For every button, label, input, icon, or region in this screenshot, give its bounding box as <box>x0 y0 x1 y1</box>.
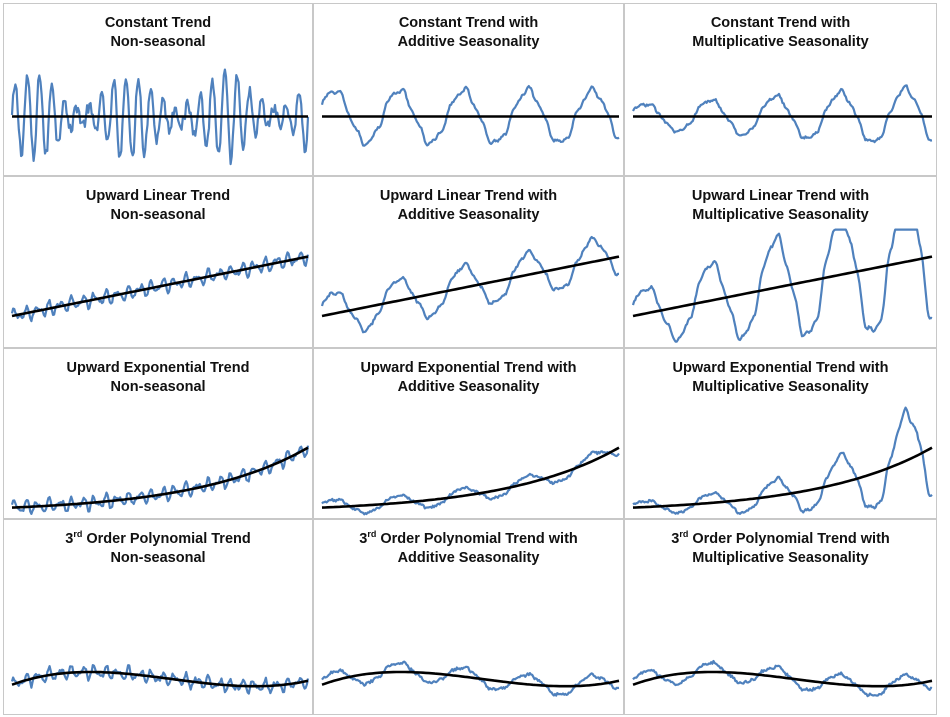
chart-title: Upward Linear Trend with Additive Seasona… <box>314 187 623 225</box>
plot-area <box>321 446 620 516</box>
chart-panel: Upward Linear Trend with Additive Seasona… <box>313 176 624 348</box>
chart-title-line1: Upward Linear Trend <box>85 188 231 204</box>
series-line <box>632 406 933 515</box>
plot-area <box>10 664 310 695</box>
chart-title-line2: Multiplicative Seasonality <box>692 379 869 395</box>
chart-panel: 3rd Order Polynomial Trend with Multiplic… <box>624 519 937 715</box>
chart-panel: 3rd Order Polynomial Trend with Additive … <box>313 519 624 715</box>
chart-title-line2: Additive Seasonality <box>397 379 540 395</box>
chart-panel: Constant Trend with Multiplicative Season… <box>624 3 937 176</box>
series-line <box>632 659 933 698</box>
chart-title-line2: Non-seasonal <box>110 34 206 50</box>
title-text: Order Polynomial Trend <box>82 531 251 547</box>
chart-title: 3rd Order Polynomial Trend Non-seasonal <box>4 530 312 568</box>
chart-panel: Upward Exponential Trend with Additive Se… <box>313 348 624 519</box>
series-line <box>632 84 933 144</box>
chart-title-line2: Multiplicative Seasonality <box>692 550 869 566</box>
chart-title-line1: Upward Linear Trend with <box>379 188 558 204</box>
chart-panel: Constant Trend Non-seasonal <box>3 3 313 176</box>
chart-panel: Upward Linear Trend Non-seasonal <box>3 176 313 348</box>
chart-title-line2: Non-seasonal <box>110 207 206 223</box>
chart-panel: Upward Exponential Trend with Multiplicat… <box>624 348 937 519</box>
trend-line <box>632 670 933 688</box>
title-ordinal: 3 <box>65 531 74 547</box>
chart-title-line1: Upward Exponential Trend <box>66 360 250 376</box>
chart-title-line2: Non-seasonal <box>110 550 206 566</box>
series-line <box>320 235 619 334</box>
chart-panel: Constant Trend with Additive Seasonality <box>313 3 624 176</box>
plot-area <box>320 235 620 334</box>
plot-area <box>632 406 933 515</box>
plot-area <box>632 659 933 698</box>
series-line <box>631 228 933 343</box>
chart-title: Constant Trend with Multiplicative Season… <box>625 14 936 52</box>
plot-area <box>10 68 310 166</box>
plot-area <box>321 660 620 697</box>
chart-panel: Upward Linear Trend with Multiplicative S… <box>624 176 937 348</box>
trend-line <box>11 255 309 318</box>
chart-title-line2: Multiplicative Seasonality <box>692 34 869 50</box>
chart-title-line2: Additive Seasonality <box>397 34 540 50</box>
chart-title: 3rd Order Polynomial Trend with Multiplic… <box>625 530 936 568</box>
chart-title: Upward Linear Trend Non-seasonal <box>4 187 312 225</box>
title-ordinal: 3 <box>359 531 368 547</box>
plot-area <box>320 85 620 147</box>
series-line <box>321 450 620 516</box>
trend-line <box>321 255 620 318</box>
chart-title: Constant Trend Non-seasonal <box>4 14 312 52</box>
plot-area <box>632 84 933 144</box>
title-ordinal-suffix: rd <box>367 529 377 540</box>
trend-line <box>632 255 933 318</box>
chart-title-line1: Constant Trend with <box>710 15 851 31</box>
chart-title-line1: 3rd Order Polynomial Trend with <box>625 530 936 549</box>
chart-title-line1: Upward Exponential Trend with <box>360 360 577 376</box>
trend-line <box>11 446 309 509</box>
chart-title: Upward Exponential Trend Non-seasonal <box>4 359 312 397</box>
plot-area <box>631 228 933 343</box>
chart-title-line1: Upward Linear Trend with <box>691 188 870 204</box>
title-text: Order Polynomial Trend with <box>688 531 890 547</box>
trend-line <box>321 446 620 509</box>
chart-title-line1: 3rd Order Polynomial Trend with <box>314 530 623 549</box>
chart-title-line1: Constant Trend <box>104 15 212 31</box>
chart-panel: 3rd Order Polynomial Trend Non-seasonal <box>3 519 313 715</box>
series-line <box>320 85 620 147</box>
chart-title: Upward Exponential Trend with Multiplicat… <box>625 359 936 397</box>
chart-title-line2: Additive Seasonality <box>397 207 540 223</box>
chart-title-line1: Upward Exponential Trend with <box>672 360 889 376</box>
series-line <box>10 445 310 515</box>
trend-line <box>632 446 933 509</box>
title-ordinal-suffix: rd <box>679 529 689 540</box>
series-line <box>321 660 620 697</box>
title-ordinal: 3 <box>671 531 680 547</box>
chart-title: Upward Linear Trend with Multiplicative S… <box>625 187 936 225</box>
chart-title: 3rd Order Polynomial Trend with Additive … <box>314 530 623 568</box>
chart-title: Upward Exponential Trend with Additive Se… <box>314 359 623 397</box>
series-line <box>10 664 310 695</box>
chart-title-line2: Additive Seasonality <box>397 550 540 566</box>
plot-area <box>10 251 310 323</box>
chart-title-line1: 3rd Order Polynomial Trend <box>4 530 312 549</box>
chart-title-line2: Multiplicative Seasonality <box>692 207 869 223</box>
chart-title-line2: Non-seasonal <box>110 379 206 395</box>
chart-title-line1: Constant Trend with <box>398 15 539 31</box>
plot-area <box>10 445 310 515</box>
trend-line <box>11 670 309 688</box>
title-text: Order Polynomial Trend with <box>376 531 578 547</box>
trend-line <box>321 670 620 688</box>
chart-title: Constant Trend with Additive Seasonality <box>314 14 623 52</box>
title-ordinal-suffix: rd <box>73 529 83 540</box>
chart-panel: Upward Exponential Trend Non-seasonal <box>3 348 313 519</box>
